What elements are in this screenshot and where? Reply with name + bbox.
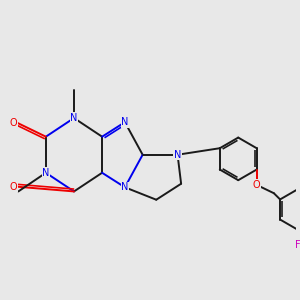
Text: O: O bbox=[10, 182, 17, 192]
Text: O: O bbox=[10, 118, 17, 128]
Text: N: N bbox=[174, 150, 181, 160]
Text: N: N bbox=[70, 113, 78, 123]
Text: N: N bbox=[121, 117, 129, 127]
Text: F: F bbox=[295, 240, 300, 250]
Text: N: N bbox=[42, 168, 50, 178]
Text: O: O bbox=[253, 180, 260, 190]
Text: N: N bbox=[121, 182, 129, 192]
